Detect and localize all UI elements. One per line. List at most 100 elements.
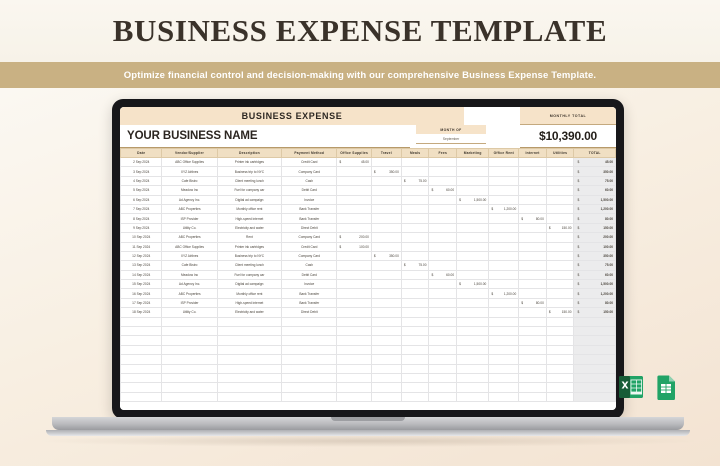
cell-rent[interactable] [488,250,520,262]
table-row[interactable]: 17 Sep 2024 ISP Provider High-speed intern… [120,297,616,309]
cell-empty[interactable] [400,316,430,328]
cell-empty[interactable] [120,335,163,346]
cell-meals[interactable] [400,156,430,168]
cell-vendor[interactable]: Utility Co. [161,222,218,234]
month-of-value-cell[interactable]: September [416,134,486,144]
cell-date[interactable]: 6 Sep 2024 [120,194,163,205]
cell-empty[interactable] [573,363,616,375]
cell-empty[interactable] [120,316,163,328]
cell-vendor[interactable]: Ad Agency Inc. [161,194,218,205]
cell-office[interactable] [336,203,372,215]
cell-method[interactable]: Invoice [281,279,338,290]
cell-travel[interactable] [370,156,402,168]
table-row-empty[interactable] [120,316,616,328]
cell-fees[interactable] [428,232,458,243]
cell-fees[interactable] [428,222,458,234]
cell-empty[interactable] [573,354,616,365]
cell-empty[interactable] [370,326,402,337]
cell-travel[interactable] [370,185,402,196]
cell-empty[interactable] [400,391,430,403]
cell-method[interactable]: Direct Debit [281,307,338,318]
cell-internet[interactable]: $80.00 [518,297,547,309]
cell-empty[interactable] [370,335,402,346]
cell-fees[interactable] [428,203,458,215]
cell-vendor[interactable]: ABC Office Supplies [161,156,218,168]
cell-marketing[interactable]: $1,500.00 [456,279,490,290]
cell-meals[interactable] [400,269,430,281]
cell-date[interactable]: 5 Sep 2024 [120,185,163,196]
cell-empty[interactable] [161,372,218,384]
cell-empty[interactable] [400,326,430,337]
cell-utilities[interactable] [545,213,575,224]
cell-travel[interactable] [370,260,402,271]
cell-empty[interactable] [120,326,163,337]
cell-meals[interactable]: $75.00 [400,175,430,187]
cell-method[interactable]: Company Card [281,250,338,262]
cell-empty[interactable] [370,316,402,328]
cell-empty[interactable] [281,316,338,328]
cell-vendor[interactable]: ABC Properties [161,232,218,243]
cell-utilities[interactable] [545,166,575,177]
cell-empty[interactable] [573,372,616,384]
cell-description[interactable]: Monthly office rent [216,288,283,299]
cell-date[interactable]: 9 Sep 2024 [120,222,163,234]
cell-meals[interactable] [400,213,430,224]
cell-rent[interactable]: $1,200.00 [488,203,520,215]
cell-empty[interactable] [281,391,338,403]
cell-empty[interactable] [545,382,575,393]
cell-travel[interactable] [370,213,402,224]
cell-fees[interactable] [428,175,458,187]
table-row[interactable]: 4 Sep 2024 Cafe Bistro Client meeting lunc… [120,175,616,187]
cell-travel[interactable] [370,297,402,309]
cell-empty[interactable] [545,372,575,384]
cell-travel[interactable] [370,269,402,281]
cell-marketing[interactable] [456,175,490,187]
cell-fees[interactable] [428,260,458,271]
cell-empty[interactable] [428,372,458,384]
cell-date[interactable]: 14 Sep 2024 [120,269,163,281]
cell-empty[interactable] [428,354,458,365]
cell-empty[interactable] [336,344,372,356]
cell-meals[interactable] [400,288,430,299]
cell-vendor[interactable]: ISP Provider [161,297,218,309]
cell-marketing[interactable] [456,213,490,224]
cell-meals[interactable] [400,166,430,177]
cell-meals[interactable] [400,222,430,234]
cell-fees[interactable] [428,213,458,224]
cell-office[interactable] [336,213,372,224]
cell-internet[interactable] [518,260,547,271]
cell-empty[interactable] [545,344,575,356]
cell-method[interactable]: Company Card [281,166,338,177]
cell-empty[interactable] [216,391,283,403]
cell-description[interactable]: Client meeting lunch [216,175,283,187]
cell-fees[interactable]: $60.00 [428,185,458,196]
cell-vendor[interactable]: Cafe Bistro [161,175,218,187]
cell-date[interactable]: 11 Sep 2024 [120,241,163,252]
table-row[interactable]: 7 Sep 2024 ABC Properties Monthly office r… [120,203,616,215]
cell-method[interactable]: Bank Transfer [281,288,338,299]
cell-office[interactable] [336,269,372,281]
cell-vendor[interactable]: XYZ Airlines [161,250,218,262]
cell-empty[interactable] [336,316,372,328]
cell-description[interactable]: Fuel for company car [216,185,283,196]
cell-utilities[interactable] [545,297,575,309]
table-row[interactable]: 15 Sep 2024 Ad Agency Inc. Digital ad camp… [120,279,616,290]
cell-rent[interactable] [488,241,520,252]
cell-utilities[interactable] [545,269,575,281]
cell-vendor[interactable]: Meadow Inc [161,185,218,196]
cell-date[interactable]: 13 Sep 2024 [120,260,163,271]
cell-empty[interactable] [428,335,458,346]
table-row-empty[interactable] [120,354,616,365]
cell-description[interactable]: Digital ad campaign [216,194,283,205]
cell-date[interactable]: 17 Sep 2024 [120,297,163,309]
table-row[interactable]: 8 Sep 2024 ISP Provider High-speed interne… [120,213,616,224]
cell-method[interactable]: Company Card [281,232,338,243]
cell-utilities[interactable]: $150.00 [545,307,575,318]
cell-empty[interactable] [545,316,575,328]
cell-internet[interactable] [518,185,547,196]
cell-fees[interactable] [428,297,458,309]
cell-empty[interactable] [518,382,547,393]
cell-empty[interactable] [456,363,490,375]
cell-empty[interactable] [336,326,372,337]
cell-empty[interactable] [545,335,575,346]
